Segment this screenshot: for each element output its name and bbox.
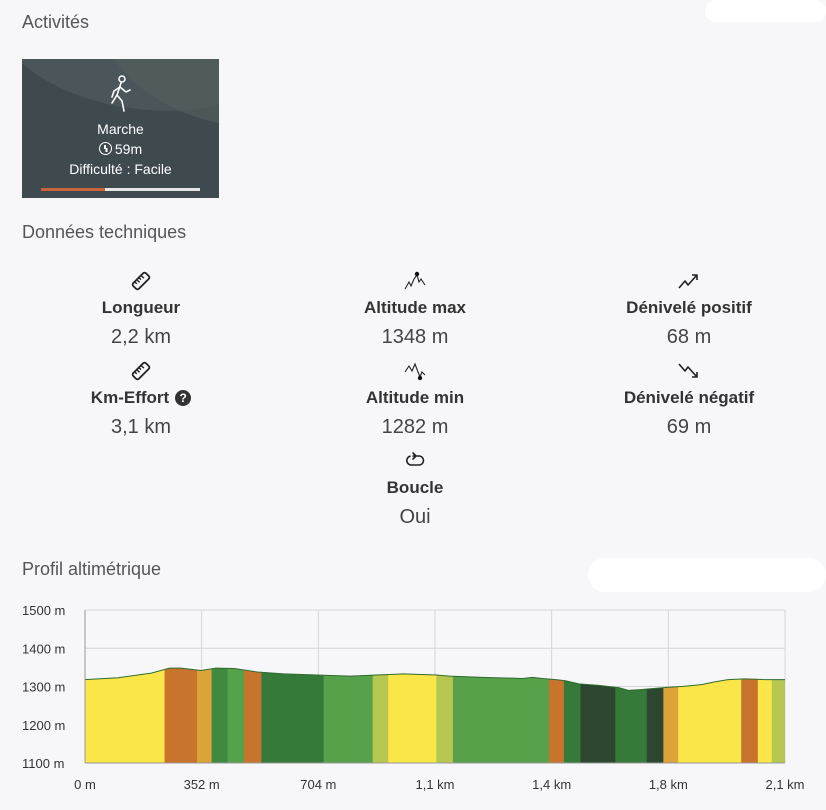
ruler-icon <box>131 271 151 291</box>
stat-label: Longueur <box>101 298 181 317</box>
stat-loop: Boucle Oui <box>300 450 530 529</box>
redaction-blob <box>705 0 826 22</box>
stat-label: Altitude min <box>365 388 465 407</box>
stat-value: 2,2 km <box>110 326 172 348</box>
stat-value: 69 m <box>666 416 712 438</box>
slope-segment <box>244 668 262 763</box>
activity-name: Marche <box>97 121 144 137</box>
hiker-icon <box>110 75 131 112</box>
y-tick-label: 1500 m <box>22 603 65 618</box>
slope-segment <box>549 668 565 763</box>
slope-segment <box>663 668 679 763</box>
activities-title: Activités <box>22 12 90 32</box>
x-tick-label: 704 m <box>300 777 336 792</box>
trend-down-icon <box>678 363 698 378</box>
peak-max-icon <box>404 271 426 290</box>
stat-label: Dénivelé positif <box>626 298 752 317</box>
slope-segment <box>323 668 374 763</box>
stat-km-effort: Km-Effort? 3,1 km <box>26 360 256 439</box>
stat-value: 68 m <box>666 326 712 348</box>
stat-altitude-max: Altitude max 1348 m <box>300 270 530 349</box>
slope-segment <box>211 668 229 763</box>
elevation-line <box>84 667 785 691</box>
x-tick-label: 2,1 km <box>765 777 804 792</box>
y-tick-label: 1300 m <box>22 680 65 695</box>
slope-segment <box>452 668 550 763</box>
slope-segment <box>164 668 198 763</box>
help-icon[interactable]: ? <box>175 390 192 406</box>
stat-length: Longueur 2,2 km <box>26 270 256 349</box>
stat-label: Altitude max <box>363 298 467 317</box>
stat-value: 3,1 km <box>110 416 172 438</box>
stat-value: 1348 m <box>381 326 449 348</box>
stat-value: 1282 m <box>381 416 449 438</box>
y-tick-label: 1100 m <box>22 756 64 771</box>
profile-title: Profil altimétrique <box>22 559 162 579</box>
activity-duration: 59m <box>114 141 143 157</box>
trend-up-icon <box>678 274 698 289</box>
slope-segment <box>261 668 325 763</box>
slope-segment <box>646 668 664 763</box>
slope-segment <box>741 668 759 763</box>
loop-icon <box>406 452 425 466</box>
x-tick-label: 1,8 km <box>649 777 688 792</box>
clock-icon <box>98 142 112 155</box>
stat-label: Boucle <box>386 478 444 497</box>
stat-elevation-loss: Dénivelé négatif 69 m <box>574 360 804 439</box>
difficulty-bar <box>41 188 200 191</box>
technical-title: Données techniques <box>22 222 187 242</box>
y-tick-label: 1200 m <box>22 718 65 733</box>
stat-value: Oui <box>399 506 431 528</box>
slope-segment <box>372 668 389 763</box>
slope-segment <box>85 668 166 763</box>
slope-segment <box>388 668 437 763</box>
stat-label: Km-Effort <box>90 388 170 407</box>
y-tick-label: 1400 m <box>22 641 65 656</box>
x-tick-label: 0 m <box>74 777 96 792</box>
elevation-profile-chart[interactable]: 1500 m 1400 m 1300 m 1200 m 1100 m 0 m 352 m 7… <box>0 590 826 810</box>
slope-segment <box>757 668 773 763</box>
activity-card-walk[interactable]: Marche 59m Difficulté : Facile <box>22 59 219 198</box>
stat-elevation-gain: Dénivelé positif 68 m <box>574 270 804 349</box>
slope-segment <box>771 668 785 763</box>
slope-segment <box>227 668 245 763</box>
slope-segment <box>678 668 742 763</box>
stat-altitude-min: Altitude min 1282 m <box>300 360 530 439</box>
slope-segment <box>563 668 582 763</box>
ruler-icon <box>131 361 151 381</box>
slope-segment <box>436 668 454 763</box>
redaction-blob <box>588 558 826 592</box>
peak-min-icon <box>404 362 426 381</box>
x-tick-label: 352 m <box>184 777 220 792</box>
x-tick-label: 1,4 km <box>532 777 571 792</box>
activity-difficulty: Difficulté : Facile <box>69 161 172 177</box>
x-tick-label: 1,1 km <box>415 777 454 792</box>
difficulty-bar-fill <box>41 188 105 191</box>
stat-label: Dénivelé négatif <box>623 388 755 407</box>
slope-segment <box>197 668 213 763</box>
